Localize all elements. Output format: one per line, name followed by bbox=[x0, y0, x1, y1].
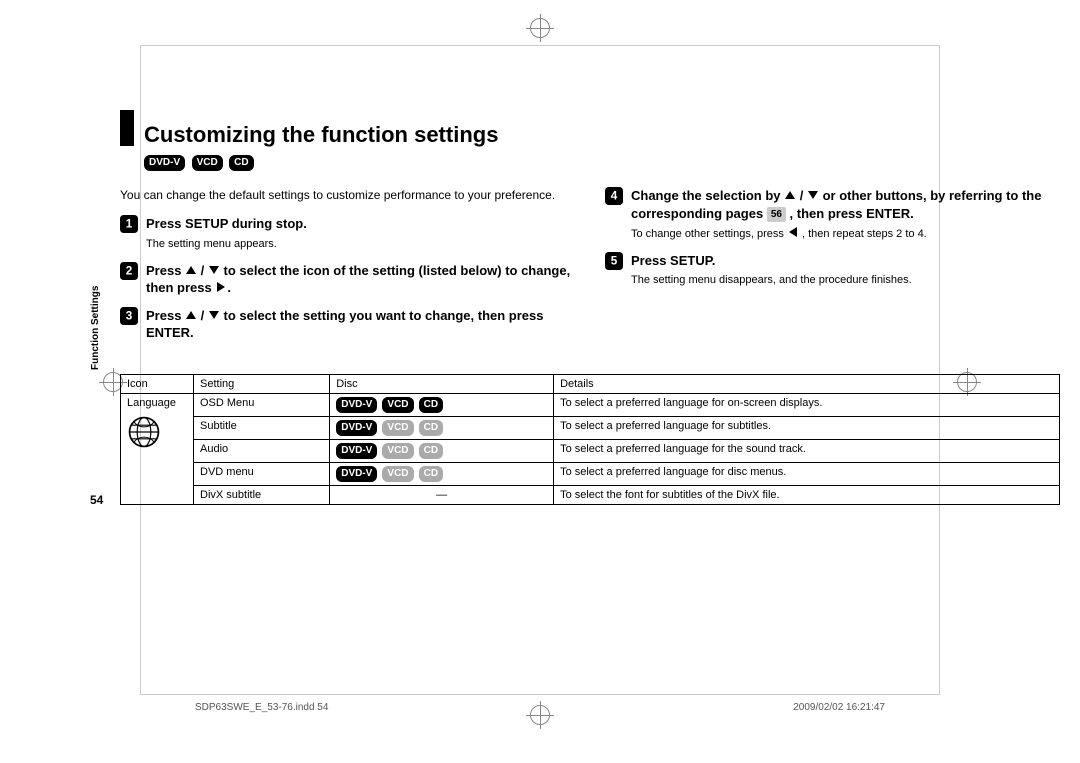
step-number-5-icon: 5 bbox=[605, 252, 623, 270]
step-number-4-icon: 4 bbox=[605, 187, 623, 205]
badge-dvd-v: DVD-V bbox=[144, 155, 185, 171]
disc-cell: DVD-V VCD CD bbox=[330, 462, 554, 485]
footer: SDP63SWE_E_53-76.indd 54 2009/02/02 16:2… bbox=[195, 702, 885, 713]
badge-cd: CD bbox=[419, 443, 443, 459]
badge-dvd-v: DVD-V bbox=[336, 443, 377, 459]
setting-cell: DVD menu bbox=[194, 462, 330, 485]
globe-icon bbox=[127, 415, 161, 449]
columns: You can change the default settings to c… bbox=[120, 187, 1060, 352]
page-title-row: Customizing the function settings bbox=[120, 110, 1060, 146]
page-content: Function Settings 54 Customizing the fun… bbox=[120, 110, 1060, 505]
arrow-up-icon bbox=[185, 309, 197, 321]
setting-cell: Audio bbox=[194, 439, 330, 462]
badge-cd: CD bbox=[229, 155, 253, 171]
step-2-title: Press / to select the icon of the settin… bbox=[146, 262, 575, 297]
details-cell: To select a preferred language for on-sc… bbox=[554, 393, 1060, 416]
table-header: Icon bbox=[121, 374, 194, 393]
step-number-2-icon: 2 bbox=[120, 262, 138, 280]
badge-dvd-v: DVD-V bbox=[336, 466, 377, 482]
badge-vcd: VCD bbox=[382, 420, 413, 436]
badge-dvd-v: DVD-V bbox=[336, 397, 377, 413]
arrow-left-icon bbox=[787, 226, 799, 238]
details-cell: To select a preferred language for the s… bbox=[554, 439, 1060, 462]
table-row: Language OSD MenuDVD-V VCD CDTo select a… bbox=[121, 393, 1060, 416]
right-column: 4 Change the selection by / or other but… bbox=[605, 187, 1060, 352]
svg-text:3: 3 bbox=[126, 309, 133, 322]
table-row: DivX subtitle — To select the font for sub… bbox=[121, 485, 1060, 504]
svg-text:1: 1 bbox=[126, 218, 133, 231]
icon-cell: Language bbox=[121, 393, 194, 504]
table-row: DVD menuDVD-V VCD CDTo select a preferre… bbox=[121, 462, 1060, 485]
page-ref: 56 bbox=[767, 207, 786, 223]
step-4-sub: To change other settings, press , then r… bbox=[631, 226, 1060, 242]
badge-vcd: VCD bbox=[382, 443, 413, 459]
step-number-3-icon: 3 bbox=[120, 307, 138, 325]
step-1: 1 Press SETUP during stop. The setting m… bbox=[120, 215, 575, 251]
step-2: 2 Press / to select the icon of the sett… bbox=[120, 262, 575, 297]
step-5: 5 Press SETUP. The setting menu disappea… bbox=[605, 252, 1060, 288]
step-1-sub: The setting menu appears. bbox=[146, 237, 575, 252]
section-side-label: Function Settings bbox=[90, 286, 101, 370]
badge-dvd-v: DVD-V bbox=[336, 420, 377, 436]
left-column: You can change the default settings to c… bbox=[120, 187, 575, 352]
setting-cell: OSD Menu bbox=[194, 393, 330, 416]
details-cell: To select the font for subtitles of the … bbox=[554, 485, 1060, 504]
details-cell: To select a preferred language for disc … bbox=[554, 462, 1060, 485]
disc-dash: — bbox=[336, 489, 547, 501]
page-number: 54 bbox=[90, 493, 103, 507]
badge-cd: CD bbox=[419, 466, 443, 482]
table-header: Details bbox=[554, 374, 1060, 393]
footer-left: SDP63SWE_E_53-76.indd 54 bbox=[195, 702, 328, 713]
step-number-1-icon: 1 bbox=[120, 215, 138, 233]
table-row: AudioDVD-V VCD CDTo select a preferred l… bbox=[121, 439, 1060, 462]
table-header: Disc bbox=[330, 374, 554, 393]
arrow-right-icon bbox=[215, 281, 227, 293]
badge-vcd: VCD bbox=[192, 155, 223, 171]
setting-cell: Subtitle bbox=[194, 416, 330, 439]
step-4-title: Change the selection by / or other butto… bbox=[631, 187, 1060, 222]
badge-vcd: VCD bbox=[382, 466, 413, 482]
page-title: Customizing the function settings bbox=[144, 123, 498, 146]
setting-cell: DivX subtitle bbox=[194, 485, 330, 504]
disc-cell: DVD-V VCD CD bbox=[330, 416, 554, 439]
intro-text: You can change the default settings to c… bbox=[120, 187, 575, 203]
settings-table: IconSettingDiscDetails Language OSD Menu… bbox=[120, 374, 1060, 505]
disc-cell: DVD-V VCD CD bbox=[330, 393, 554, 416]
table-header: Setting bbox=[194, 374, 330, 393]
svg-text:2: 2 bbox=[126, 264, 133, 277]
arrow-up-icon bbox=[784, 189, 796, 201]
step-1-title: Press SETUP during stop. bbox=[146, 215, 575, 233]
badge-cd: CD bbox=[419, 420, 443, 436]
arrow-down-icon bbox=[807, 189, 819, 201]
footer-right: 2009/02/02 16:21:47 bbox=[793, 702, 885, 713]
registration-mark-top bbox=[530, 18, 550, 38]
svg-text:4: 4 bbox=[611, 190, 618, 203]
badge-cd: CD bbox=[419, 397, 443, 413]
step-4: 4 Change the selection by / or other but… bbox=[605, 187, 1060, 242]
step-5-sub: The setting menu disappears, and the pro… bbox=[631, 273, 1060, 288]
arrow-down-icon bbox=[208, 309, 220, 321]
details-cell: To select a preferred language for subti… bbox=[554, 416, 1060, 439]
disc-cell: — bbox=[330, 485, 554, 504]
step-3-title: Press / to select the setting you want t… bbox=[146, 307, 575, 342]
step-5-title: Press SETUP. bbox=[631, 252, 1060, 270]
arrow-up-icon bbox=[185, 264, 197, 276]
step-3: 3 Press / to select the setting you want… bbox=[120, 307, 575, 342]
svg-text:5: 5 bbox=[611, 255, 618, 268]
arrow-down-icon bbox=[208, 264, 220, 276]
badge-vcd: VCD bbox=[382, 397, 413, 413]
title-bar bbox=[120, 110, 134, 146]
format-badges: DVD-V VCD CD bbox=[144, 152, 1060, 171]
table-row: SubtitleDVD-V VCD CDTo select a preferre… bbox=[121, 416, 1060, 439]
disc-cell: DVD-V VCD CD bbox=[330, 439, 554, 462]
